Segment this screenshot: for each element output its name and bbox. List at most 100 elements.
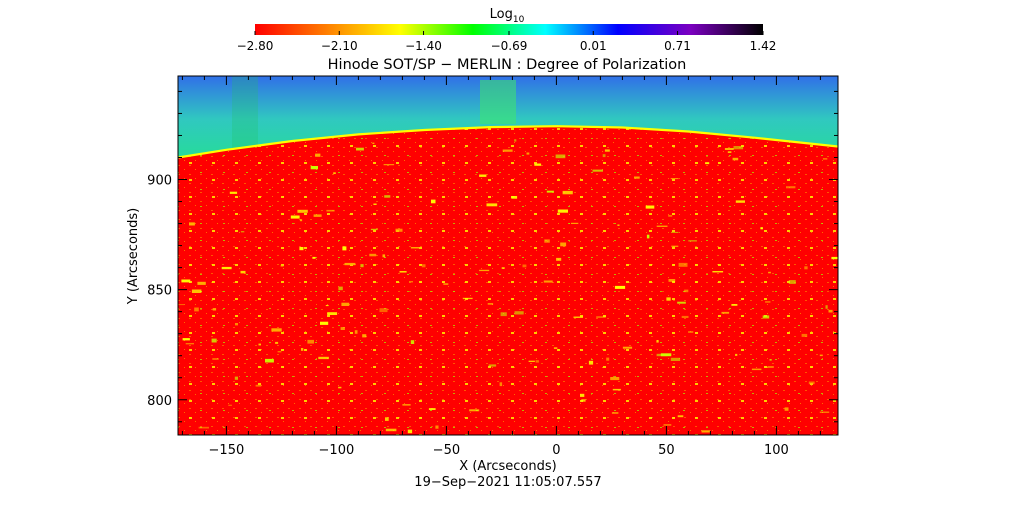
plage-patch [592,169,603,172]
plage-patch [733,146,744,150]
plage-patch [681,315,689,318]
plage-patch [526,152,530,155]
plage-patch [462,297,473,300]
plage-patch [469,409,480,412]
plage-patch [240,231,245,233]
plage-patch [670,178,679,180]
plage-patch [500,312,507,317]
plot-frame [177,75,839,436]
plage-patch [670,357,681,361]
plage-patch [688,240,697,242]
plage-patch [435,425,439,429]
plage-patch [645,205,655,209]
colorbar-tick-label: 0.01 [580,39,607,53]
plage-patch [407,429,413,434]
plage-patch [831,256,838,260]
colorbar-ticks: −2.80 −2.10 −1.40 −0.69 0.01 0.71 1.42 [237,31,776,53]
plage-patch [765,301,771,303]
plage-patch [372,142,375,144]
plage-patch [379,308,388,313]
plage-patch [646,234,650,239]
plage-patch [338,286,343,291]
plage-patch [514,139,517,142]
plage-patch [535,360,539,363]
polarization-map [178,76,838,435]
plage-patch [514,311,524,315]
plage-patch [534,163,542,166]
plage-patch [735,353,738,356]
plage-patch [275,341,279,344]
plage-patch [340,327,345,330]
plage-patch [499,382,503,387]
x-tick-label: 0 [552,443,560,458]
plage-patch [325,305,329,307]
plage-patch [221,266,232,270]
plage-patch [385,428,397,432]
plage-patch [178,304,185,306]
plage-patch [255,384,262,387]
plage-patch [769,359,772,361]
y-axis-label: Y (Arcseconds) [126,208,141,305]
colorbar: Log10 −2.80 −2.10 −1.40 −0.69 0.01 0.71 1.42 [237,7,777,53]
plage-patch [181,279,191,283]
observation-timestamp: 19−Sep−2021 11:05:07.557 [414,475,601,490]
plage-patch [443,283,449,285]
plage-patch [211,338,217,343]
plage-patch [731,304,738,306]
plage-patch [819,354,823,357]
plage-patch [671,231,679,233]
plage-patch [610,377,620,381]
plage-patch [258,343,261,346]
plage-patch [634,176,640,179]
plage-patch [544,239,550,243]
plage-patch [191,289,202,293]
plage-patch [234,376,238,380]
x-axis-label: X (Arcseconds) [459,459,556,474]
plage-patch [197,281,206,285]
y-axis: 800 850 900 [147,90,838,423]
sky-notch-artifact [480,80,516,124]
colorbar-tick-label: −2.80 [237,39,274,53]
plage-patch [431,199,436,204]
plage-patch [487,303,494,305]
plage-patch [553,347,558,349]
plage-patch [320,321,329,325]
plage-patch [313,214,322,217]
plage-patch [280,265,284,267]
plage-patch [189,222,195,226]
plage-patch [604,149,610,152]
plage-patch [229,191,238,194]
x-tick-label: −50 [433,443,460,458]
plage-patch [668,279,676,282]
plage-patch [678,262,688,267]
plage-patch [573,316,583,318]
plage-patch [265,358,274,363]
plage-patch [312,256,316,259]
plage-patch [768,271,771,274]
plage-patch [409,281,413,283]
plage-patch [656,340,659,343]
solar-limb-edge [178,125,838,159]
plage-patch [318,356,329,360]
plage-patch [410,340,415,344]
plage-patch [617,224,620,226]
plage-patch [385,417,389,421]
colorbar-tick-label: 0.71 [664,39,691,53]
plage-patch [724,148,734,150]
plage-patch [562,190,573,195]
plage-patch [557,209,568,213]
colorbar-tick-label: −2.10 [321,39,358,53]
plage-patch [299,219,303,222]
plage-patch [327,312,338,315]
plage-patch [333,172,336,174]
plage-patch [479,174,487,177]
plage-patch [788,280,796,284]
plage-patch [684,289,689,293]
plage-patch [580,393,585,397]
plage-patch [185,343,194,345]
plage-patch [596,316,606,318]
plage-patch [307,339,314,344]
plage-patch [677,301,686,304]
x-tick-label: −150 [209,443,245,458]
plage-patch [688,331,694,333]
